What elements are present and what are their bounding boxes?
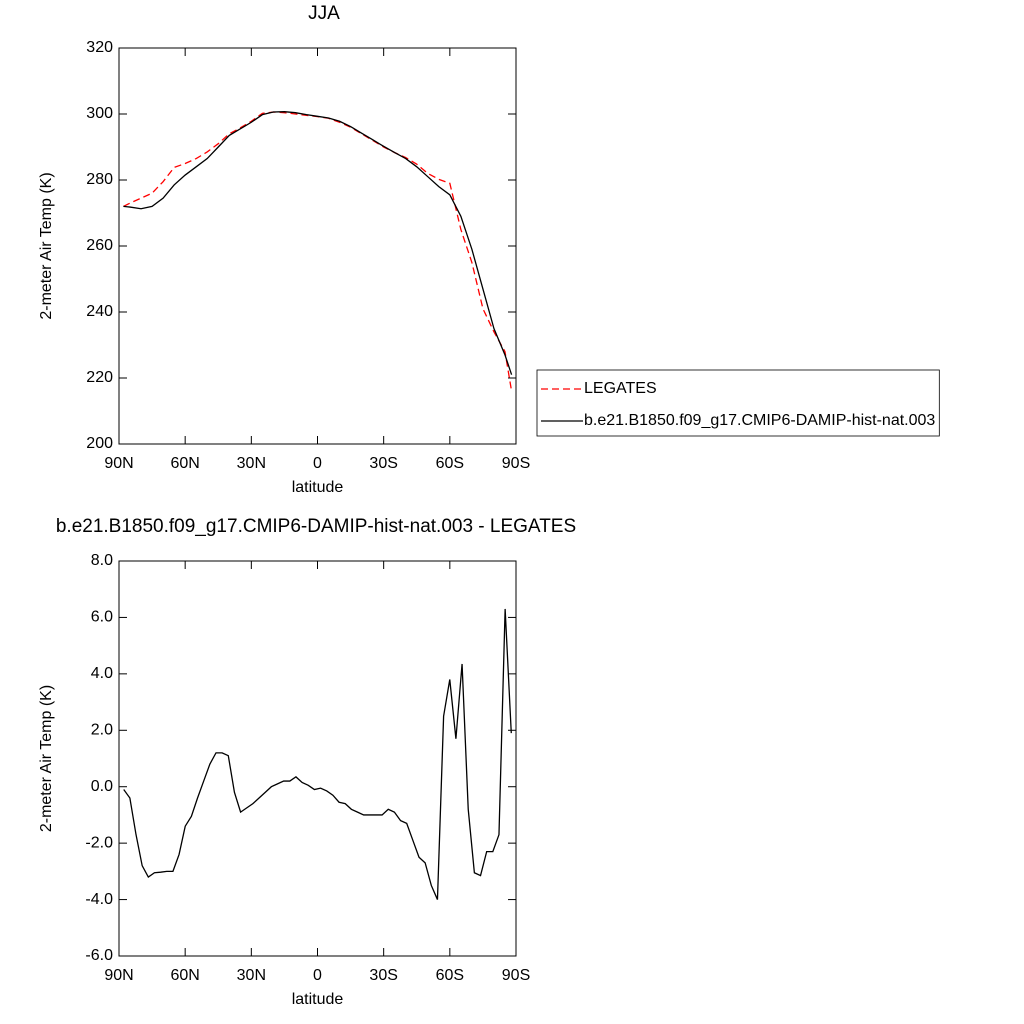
x-tick-label: 90N <box>104 967 133 984</box>
y-tick-label: -4.0 <box>85 891 113 908</box>
x-tick-label: 60S <box>436 455 464 472</box>
data-line <box>123 111 513 375</box>
x-tick-label: 30N <box>237 967 266 984</box>
data-line <box>123 111 513 392</box>
y-tick-label: 240 <box>86 303 113 320</box>
legend-label: LEGATES <box>584 380 657 397</box>
plot-frame <box>118 560 517 957</box>
y-tick-label: 260 <box>86 237 113 254</box>
x-tick-label: 60S <box>436 967 464 984</box>
x-tick-label: 0 <box>313 967 322 984</box>
y-tick-label: 2.0 <box>91 722 113 739</box>
x-tick-label: 60N <box>170 455 199 472</box>
x-tick-label: 30S <box>369 455 397 472</box>
y-tick-label: 0.0 <box>91 778 113 795</box>
x-tick-label: 30N <box>237 455 266 472</box>
x-tick-label: 30S <box>369 967 397 984</box>
legend-label: b.e21.B1850.f09_g17.CMIP6-DAMIP-hist-nat… <box>584 412 935 429</box>
chart-title: b.e21.B1850.f09_g17.CMIP6-DAMIP-hist-nat… <box>56 516 576 537</box>
plot-frame <box>118 47 517 445</box>
y-tick-label: 6.0 <box>91 609 113 626</box>
legend-frame <box>536 369 940 437</box>
y-axis-label: 2-meter Air Temp (K) <box>38 172 55 319</box>
y-tick-label: 8.0 <box>91 552 113 569</box>
y-tick-label: 300 <box>86 105 113 122</box>
x-tick-label: 0 <box>313 455 322 472</box>
x-tick-label: 90N <box>104 455 133 472</box>
x-tick-label: 90S <box>502 455 530 472</box>
legend: LEGATES b.e21.B1850.f09_g17.CMIP6-DAMIP-h… <box>536 369 940 437</box>
chart-title: JJA <box>308 3 340 24</box>
y-tick-label: -2.0 <box>85 834 113 851</box>
x-tick-label: 60N <box>170 967 199 984</box>
y-tick-label: 4.0 <box>91 665 113 682</box>
y-tick-label: 280 <box>86 171 113 188</box>
y-tick-label: -6.0 <box>85 947 113 964</box>
data-line <box>123 608 512 900</box>
y-tick-label: 200 <box>86 435 113 452</box>
y-tick-label: 320 <box>86 39 113 56</box>
x-axis-label: latitude <box>292 991 344 1008</box>
y-tick-label: 220 <box>86 369 113 386</box>
y-axis-label: 2-meter Air Temp (K) <box>38 685 55 832</box>
x-axis-label: latitude <box>292 479 344 496</box>
x-tick-label: 90S <box>502 967 530 984</box>
